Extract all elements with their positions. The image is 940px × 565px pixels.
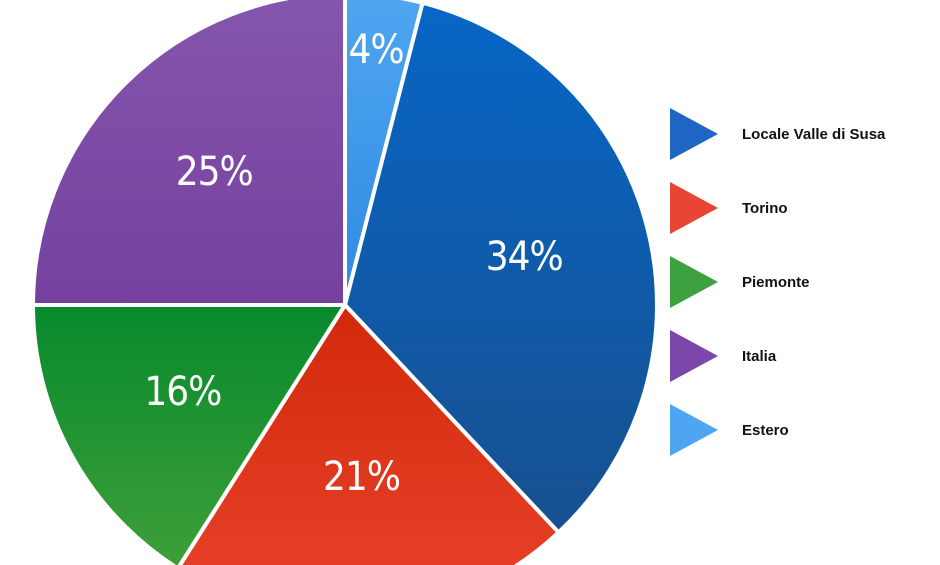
slice-torino	[177, 303, 561, 565]
triangle-marker-icon	[670, 330, 718, 382]
triangle-marker-icon	[670, 256, 718, 308]
percentage-label: 34%	[486, 234, 563, 280]
legend-item-estero: Estero	[668, 404, 938, 458]
slice-italia	[31, 0, 347, 307]
percentage-label: 21%	[323, 454, 400, 500]
legend-label: Piemonte	[742, 274, 810, 291]
slice-locale	[343, 0, 659, 535]
triangle-marker-icon	[670, 404, 718, 456]
legend-label: Estero	[742, 422, 789, 439]
legend-item-piemonte: Piemonte	[668, 256, 938, 310]
legend-item-torino: Torino	[668, 182, 938, 236]
legend-item-locale: Locale Valle di Susa	[668, 108, 938, 162]
percentage-label: 4%	[348, 27, 403, 73]
percentage-label: 25%	[176, 149, 253, 195]
triangle-marker-icon	[670, 182, 718, 234]
legend-label: Italia	[742, 348, 777, 365]
slice-piemonte	[31, 303, 347, 565]
percentage-label: 16%	[144, 369, 221, 415]
triangle-marker-icon	[670, 108, 718, 160]
legend-label: Locale Valle di Susa	[742, 126, 886, 143]
legend-item-italia: Italia	[668, 330, 938, 384]
legend-label: Torino	[742, 200, 788, 217]
